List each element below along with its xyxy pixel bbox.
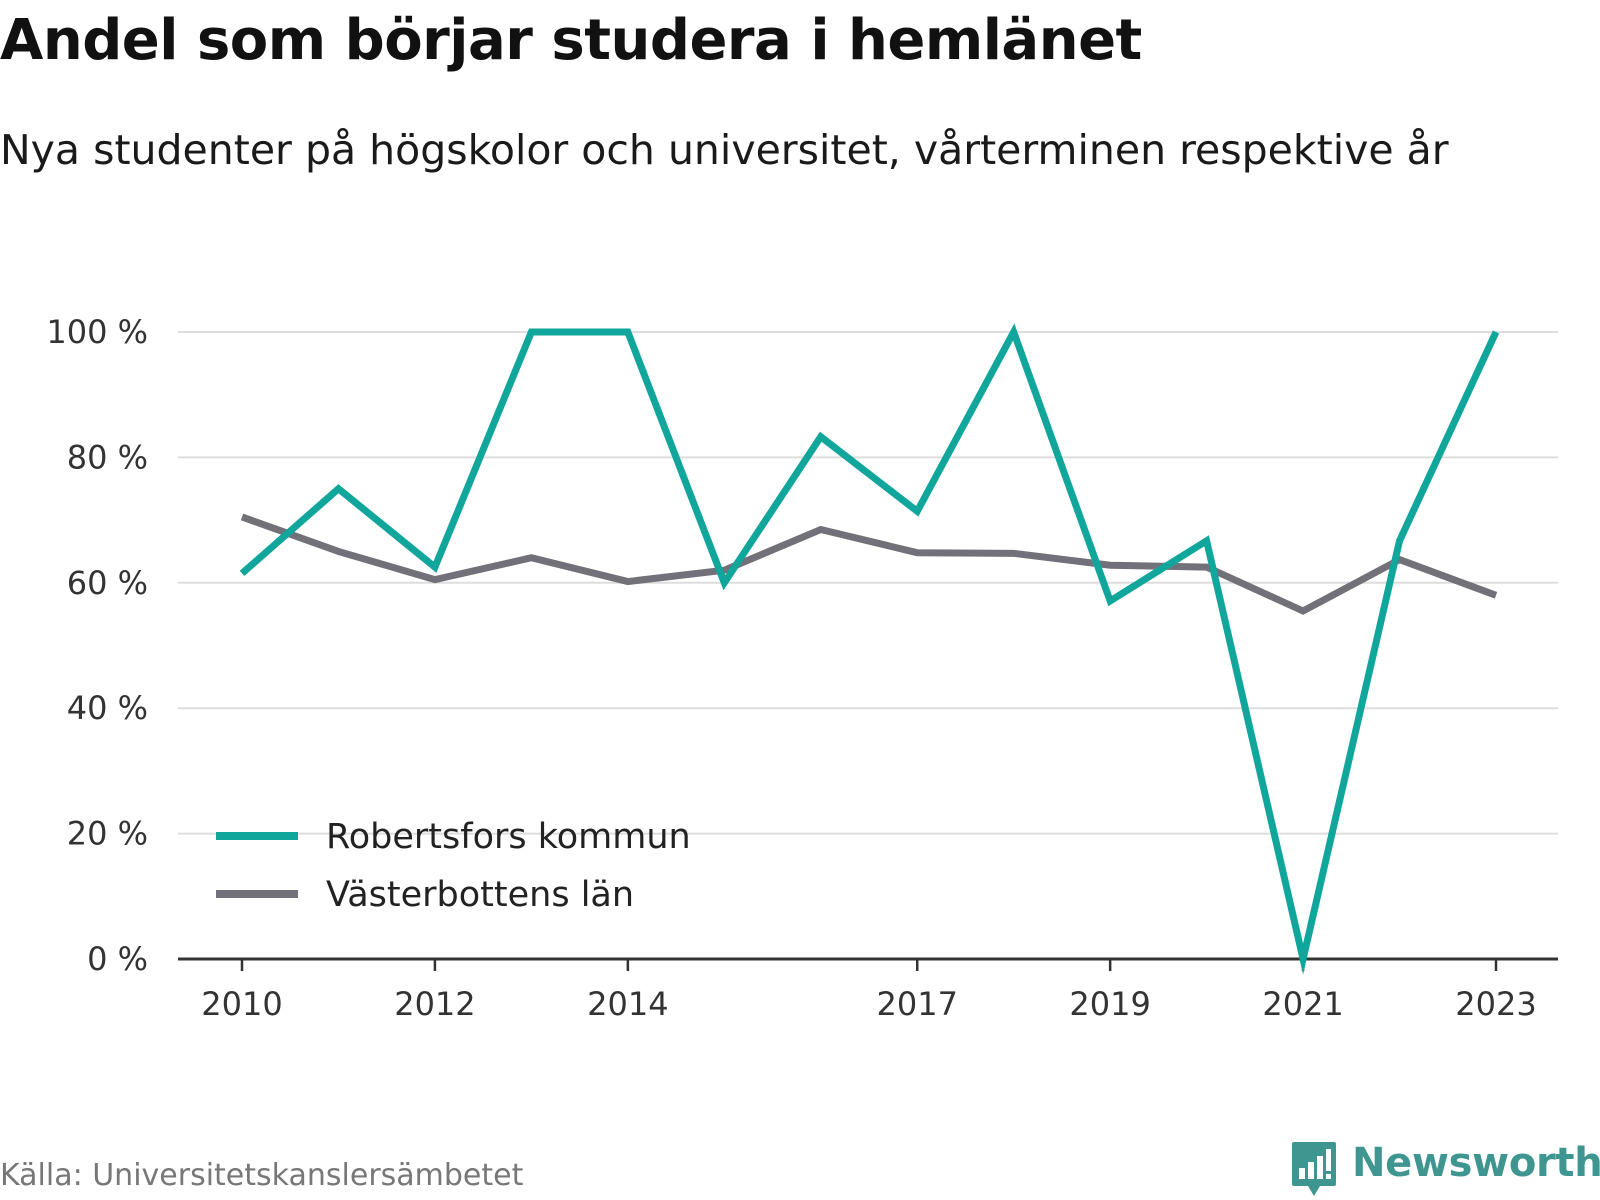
brand-logo: Newsworthy xyxy=(1290,1140,1600,1200)
chart-title: Andel som börjar studera i hemlänet xyxy=(0,8,1142,73)
line-chart: 0 %20 %40 %60 %80 %100 % 2010 2012 2014 201… xyxy=(46,313,1558,1023)
y-axis-ticks: 0 % 20 % 40 % 60 % 80 % 100 % xyxy=(46,313,148,978)
y-tick-label: 0 % xyxy=(87,940,148,978)
bar-chart-speech-bubble-icon xyxy=(1292,1142,1336,1196)
y-tick-label: 80 % xyxy=(67,438,148,476)
x-tick-label: 2012 xyxy=(394,985,475,1023)
source-note: Källa: Universitetskanslersämbetet xyxy=(0,1158,524,1193)
legend-label: Robertsfors kommun xyxy=(326,817,691,857)
series-line-robertsfors xyxy=(239,323,1500,975)
x-tick-label: 2021 xyxy=(1262,985,1343,1023)
series-lines xyxy=(239,323,1500,975)
y-tick-label: 60 % xyxy=(67,564,148,602)
series-line-vasterbotten xyxy=(240,513,1498,615)
y-tick-label: 100 % xyxy=(46,313,148,351)
y-tick-label: 40 % xyxy=(67,689,148,727)
x-tick-label: 2019 xyxy=(1069,985,1150,1023)
y-tick-label: 20 % xyxy=(67,815,148,853)
brand-name: Newsworthy xyxy=(1352,1140,1600,1186)
gridlines xyxy=(178,331,1558,835)
x-axis: 2010 2012 2014 2017 2019 2021 2023 xyxy=(178,957,1558,1023)
legend-label: Västerbottens län xyxy=(326,875,634,915)
x-tick-label: 2010 xyxy=(201,985,282,1023)
x-tick-label: 2014 xyxy=(587,985,668,1023)
x-tick-label: 2017 xyxy=(877,985,958,1023)
legend: Robertsfors kommun Västerbottens län xyxy=(216,817,691,915)
x-tick-label: 2023 xyxy=(1455,985,1536,1023)
chart-subtitle: Nya studenter på högskolor och universit… xyxy=(0,126,1449,174)
